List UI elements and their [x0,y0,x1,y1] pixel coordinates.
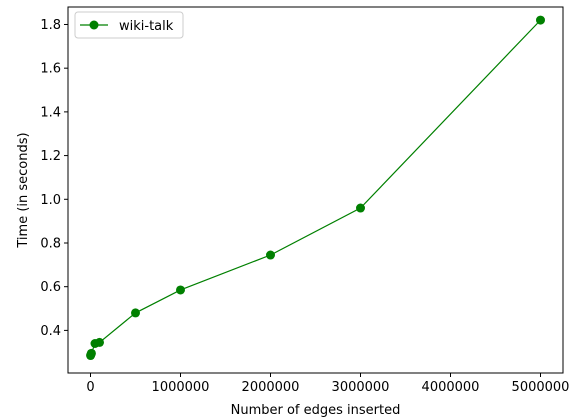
y-tick-label: 1.0 [40,193,61,208]
x-axis-label: Number of edges inserted [231,403,401,418]
x-tick-label: 1000000 [152,380,210,395]
y-tick-label: 1.4 [40,105,61,120]
plot-area [86,15,545,361]
legend: wiki-talk [74,11,184,39]
y-tick-label: 0.8 [40,236,61,251]
y-tick-label: 1.6 [40,62,61,77]
y-tick-label: 1.8 [40,18,61,33]
legend-label: wiki-talk [119,19,174,34]
data-point [131,308,140,318]
x-tick-label: 3000000 [332,380,390,395]
data-point [95,337,104,347]
data-point [536,15,545,25]
data-point [176,285,185,295]
y-tick-label: 0.6 [40,280,61,295]
legend-box [74,11,184,39]
data-point [266,250,275,260]
x-tick-label: 0 [86,380,94,395]
axes: 0 1000000 2000000 3000000 4000000 5000000 0.4 0… [40,6,570,395]
axes-frame [67,6,564,374]
y-tick-label: 1.2 [40,149,61,164]
data-point [356,203,365,213]
x-tick-label: 2000000 [242,380,300,395]
x-tick-label: 4000000 [422,380,480,395]
y-tick-label: 0.4 [40,324,61,339]
data-point [86,348,96,358]
legend-marker-icon [89,20,99,30]
y-axis-label: Time (in seconds) [16,132,31,248]
x-tick-label: 5000000 [512,380,570,395]
